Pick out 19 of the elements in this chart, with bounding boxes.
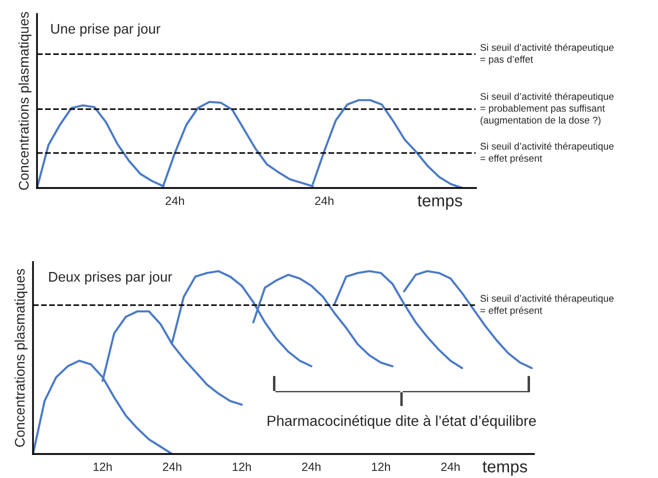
x-axis-title: temps	[482, 462, 528, 476]
ref-line-label: Si seuil d’activité thérapeutique = effet présent	[480, 294, 614, 316]
x-tick-label: 24h	[166, 196, 184, 205]
x-tick-label: 12h	[94, 462, 112, 471]
y-axis-title: Concentrations plasmatiques	[14, 268, 28, 447]
x-axis-title: temps	[418, 196, 462, 210]
chart-title: Deux prises par jour	[49, 272, 172, 284]
ref-line-label: Si seuil d’activité thérapeutique = pas d’effet	[480, 44, 614, 65]
ref-line-label: Si seuil d’activité thérapeutique = effet présent	[480, 142, 614, 164]
chart-title: Une prise par jour	[51, 24, 160, 36]
x-tick-label: 24h	[302, 462, 320, 471]
x-tick-label: 24h	[441, 462, 460, 471]
x-tick-label: 24h	[315, 196, 334, 205]
annotation: Pharmacocinétique dite à l’état d’équilibre	[268, 415, 536, 429]
x-tick-label: 12h	[372, 462, 390, 471]
y-axis-title: Concentrations plasmatiques	[18, 12, 32, 190]
ref-line-label: Si seuil d’activité thérapeutique = probablement pas suffisant (augmentation de la dose ?)	[480, 92, 614, 126]
x-tick-label: 24h	[162, 462, 182, 471]
x-tick-label: 12h	[232, 462, 251, 471]
